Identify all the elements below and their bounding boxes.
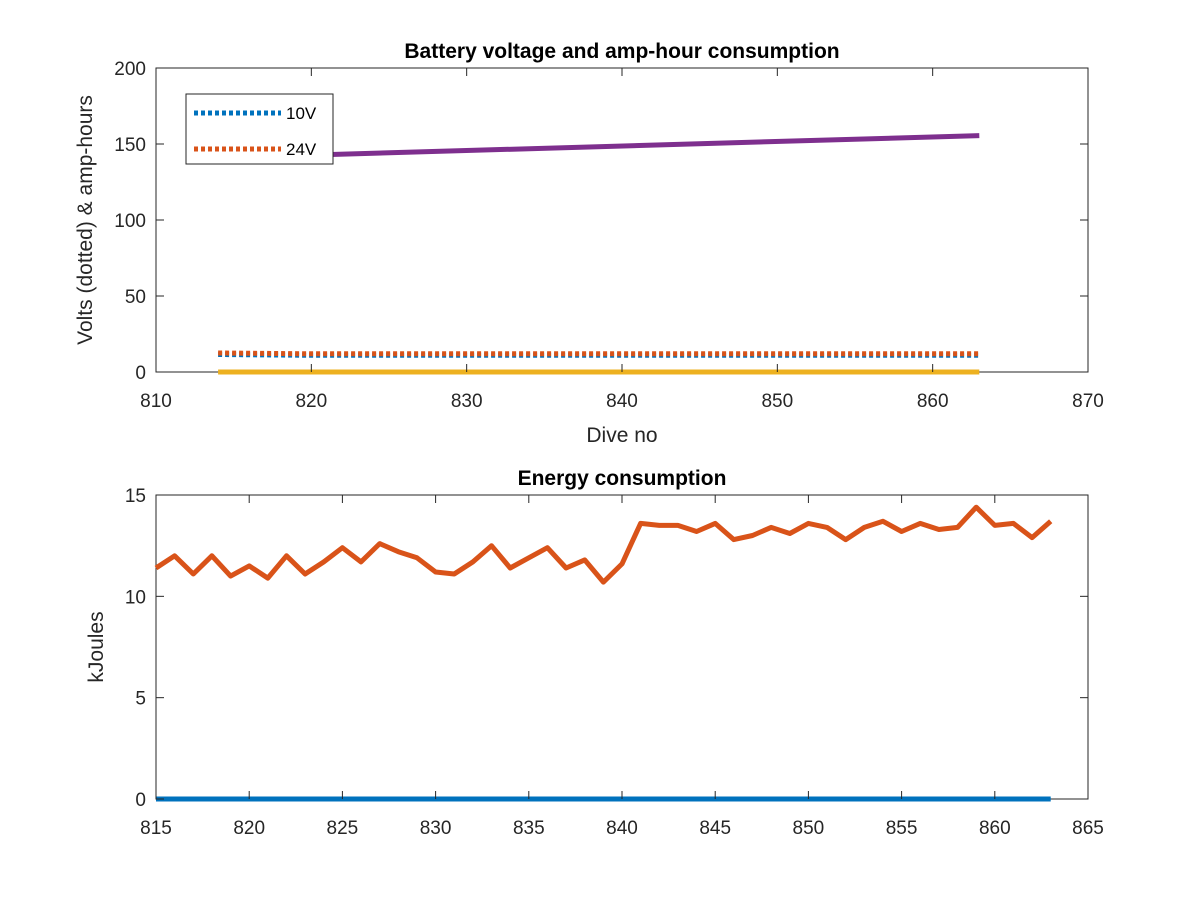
y-tick-label: 0: [135, 790, 146, 811]
x-tick-label: 830: [451, 391, 483, 412]
y-tick-label: 5: [135, 689, 146, 710]
y-tick-label: 10: [125, 587, 146, 608]
x-tick-label: 830: [420, 818, 452, 839]
chart-title: Energy consumption: [518, 467, 727, 490]
y-tick-label: 200: [114, 59, 146, 80]
x-tick-label: 845: [699, 818, 731, 839]
x-tick-label: 820: [295, 391, 327, 412]
x-tick-label: 855: [886, 818, 918, 839]
x-tick-label: 860: [979, 818, 1011, 839]
legend-box: [185, 93, 334, 165]
x-tick-label: 850: [761, 391, 793, 412]
y-tick-label: 0: [135, 363, 146, 384]
legend-label-1: 24V: [286, 140, 317, 159]
y-tick-label: 15: [125, 486, 146, 507]
series-line-1: [218, 350, 980, 357]
y-axis-label: kJoules: [85, 611, 108, 682]
x-tick-label: 815: [140, 818, 172, 839]
x-tick-label: 850: [793, 818, 825, 839]
legend-label-0: 10V: [286, 104, 317, 123]
x-axis-label: Dive no: [586, 424, 657, 447]
voltage-axes: 810 820 830 840 850 860 870 0 50 100 150 200 Battery…: [74, 40, 1104, 447]
x-tick-label: 810: [140, 391, 172, 412]
energy-axes: 815 820 825 830 835 840 845 850 855 860 865 0 5 10 15 E…: [85, 467, 1104, 839]
x-tick-label: 870: [1072, 391, 1104, 412]
y-tick-label: 50: [125, 287, 146, 308]
series-line-0: [154, 504, 1053, 585]
chart-title: Battery voltage and amp-hour consumption: [404, 40, 839, 63]
x-tick-label: 835: [513, 818, 545, 839]
x-tick-label: 865: [1072, 818, 1104, 839]
y-tick-label: 150: [114, 135, 146, 156]
series-line-3: [326, 133, 980, 158]
x-tick-label: 825: [327, 818, 359, 839]
y-axis-label: Volts (dotted) & amp-hours: [74, 95, 97, 345]
legend: 10V 24V: [185, 93, 334, 165]
plot-area: [155, 494, 1089, 800]
x-tick-label: 820: [233, 818, 265, 839]
y-tick-label: 100: [114, 211, 146, 232]
x-tick-label: 840: [606, 391, 638, 412]
x-tick-label: 840: [606, 818, 638, 839]
x-tick-label: 860: [917, 391, 949, 412]
